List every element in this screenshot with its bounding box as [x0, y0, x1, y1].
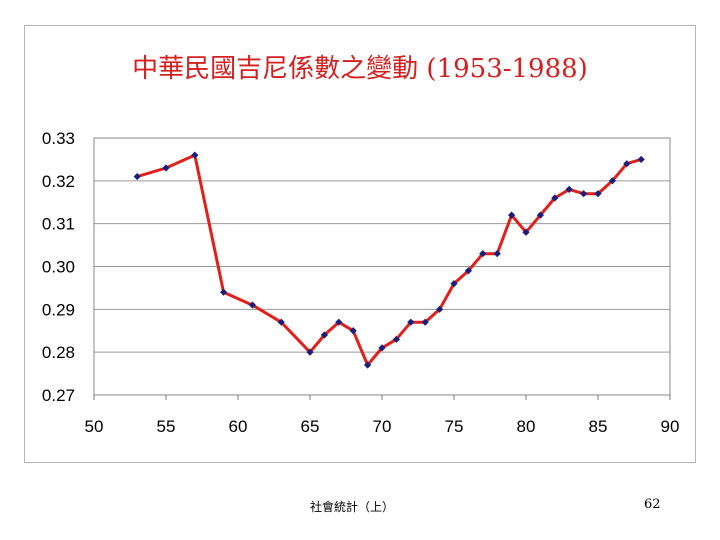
axes [93, 137, 671, 400]
footer-course-title: 社會統計（上） [310, 500, 395, 514]
data-point [378, 344, 386, 352]
page-number: 62 [644, 497, 661, 512]
data-point [335, 318, 343, 326]
y-tick-label: 0.29 [42, 300, 75, 319]
plot-area-border [93, 137, 671, 396]
y-tick-label: 0.32 [42, 172, 75, 191]
y-tick-label: 0.28 [42, 343, 75, 362]
x-tick-label: 85 [589, 417, 608, 436]
data-point [637, 155, 645, 164]
data-point [421, 318, 429, 326]
y-tick-label: 0.27 [42, 386, 75, 405]
grid-lines [94, 137, 670, 396]
data-point [594, 190, 602, 198]
data-point [392, 335, 400, 343]
series-line [136, 153, 642, 367]
data-point [536, 211, 544, 219]
data-point [248, 301, 256, 309]
data-point [364, 361, 372, 369]
y-tick-label: 0.33 [42, 129, 75, 148]
data-point [277, 318, 285, 326]
data-point [162, 164, 170, 172]
data-point [623, 160, 631, 168]
x-tick-label: 90 [661, 417, 680, 436]
data-point [508, 211, 516, 219]
data-point [349, 327, 357, 335]
data-point [493, 250, 501, 258]
data-point [479, 250, 487, 258]
data-point [436, 305, 444, 313]
data-point [551, 194, 559, 202]
x-tick-label: 60 [229, 417, 248, 436]
chart-frame [24, 25, 696, 463]
data-point [220, 288, 228, 296]
data-point [407, 318, 415, 326]
x-tick-label: 70 [373, 417, 392, 436]
data-series [133, 151, 645, 369]
data-point [450, 280, 458, 288]
x-tick-label: 75 [445, 417, 464, 436]
data-point [191, 151, 199, 159]
data-point [306, 348, 314, 356]
y-tick-label: 0.31 [42, 215, 75, 234]
y-tick-label: 0.30 [42, 258, 75, 277]
data-point [464, 267, 472, 275]
data-point [133, 172, 141, 181]
data-point [608, 177, 616, 185]
x-tick-label: 55 [157, 417, 176, 436]
x-tick-label: 80 [517, 417, 536, 436]
tick-labels: 0.27 0.28 0.29 0.30 0.31 0.32 0.33 50 55 60 65 70 75… [42, 129, 680, 436]
data-point [580, 190, 588, 198]
data-point [522, 228, 530, 236]
x-tick-label: 50 [85, 417, 104, 436]
data-point [320, 331, 328, 339]
x-tick-label: 65 [301, 417, 320, 436]
chart-title: 中華民國吉尼係數之變動 (1953-1988) [132, 54, 588, 84]
data-point [565, 185, 573, 193]
